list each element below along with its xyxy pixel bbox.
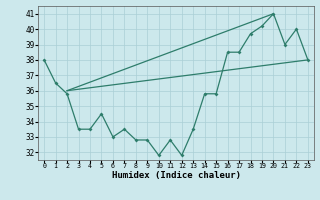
X-axis label: Humidex (Indice chaleur): Humidex (Indice chaleur) [111, 171, 241, 180]
